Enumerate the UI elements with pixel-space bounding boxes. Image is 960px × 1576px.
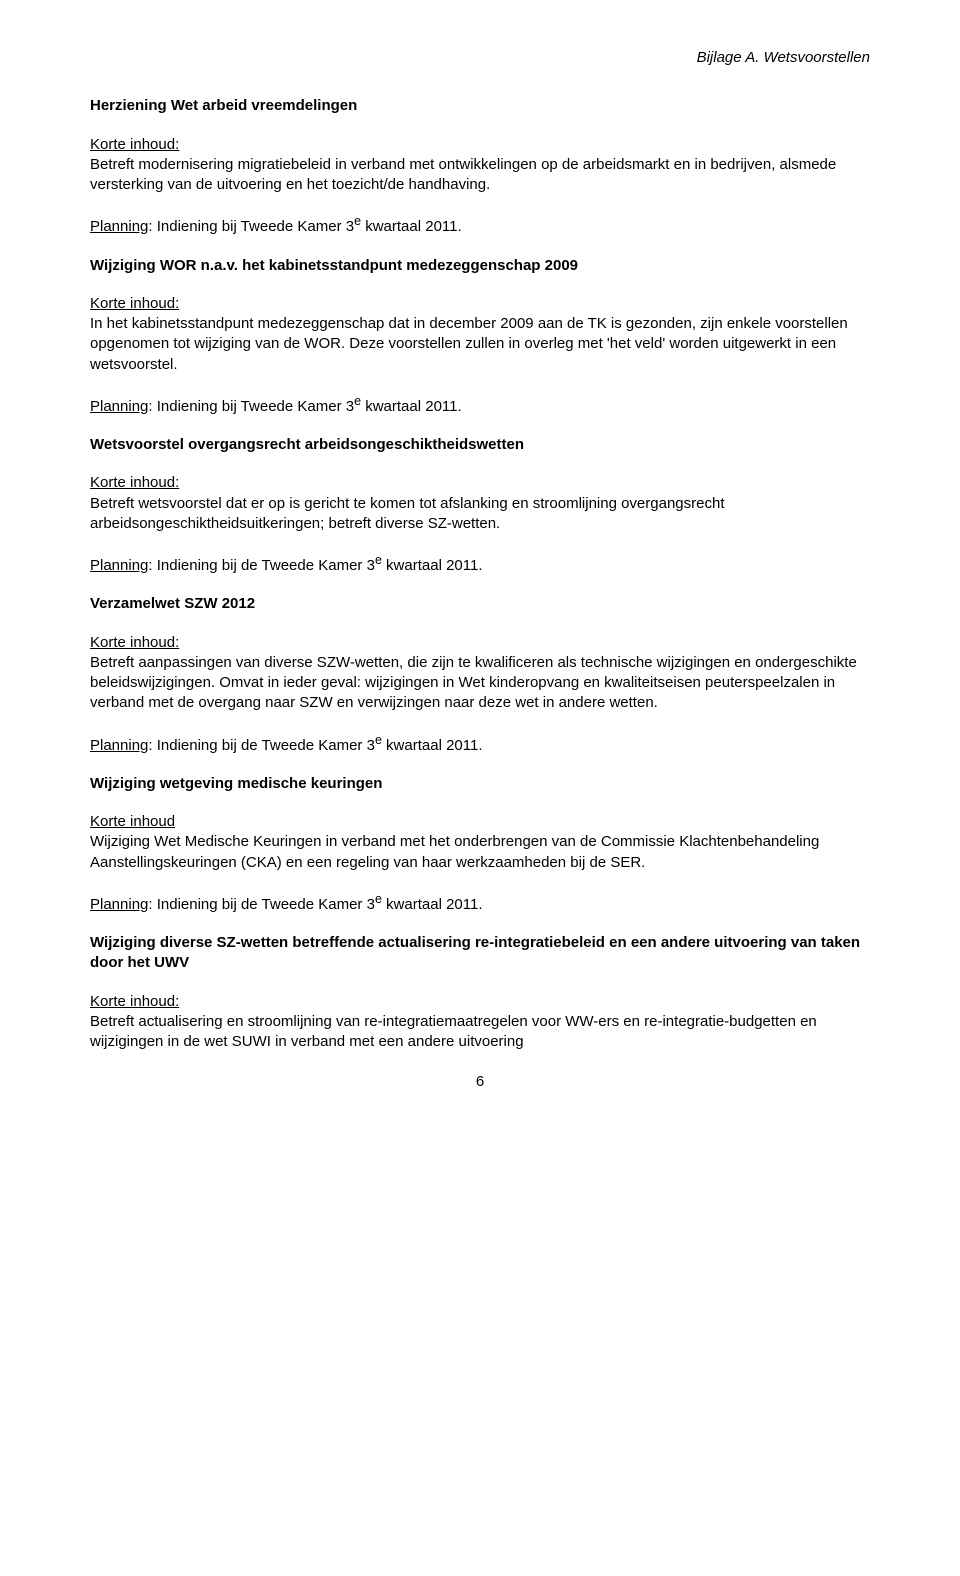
korte-inhoud-label: Korte inhoud:	[90, 993, 179, 1010]
section-title: Wijziging wetgeving medische keuringen	[90, 774, 870, 794]
korte-inhoud-label: Korte inhoud:	[90, 136, 179, 153]
planning-tail: kwartaal 2011.	[361, 218, 462, 235]
korte-inhoud-block: Korte inhoud: Betreft actualisering en s…	[90, 992, 870, 1053]
korte-inhoud-label: Korte inhoud:	[90, 295, 179, 312]
korte-inhoud-label: Korte inhoud:	[90, 634, 179, 651]
planning-line: Planning: Indiening bij de Tweede Kamer …	[90, 891, 870, 915]
planning-text: : Indiening bij de Tweede Kamer 3	[148, 557, 375, 574]
planning-label: Planning	[90, 398, 148, 415]
korte-inhoud-body: In het kabinetsstandpunt medezeggenschap…	[90, 315, 848, 373]
planning-label: Planning	[90, 896, 148, 913]
planning-sup: e	[375, 553, 382, 567]
korte-inhoud-label: Korte inhoud	[90, 813, 175, 830]
planning-label: Planning	[90, 557, 148, 574]
planning-tail: kwartaal 2011.	[382, 557, 483, 574]
planning-text: : Indiening bij de Tweede Kamer 3	[148, 896, 375, 913]
planning-line: Planning: Indiening bij de Tweede Kamer …	[90, 732, 870, 756]
korte-inhoud-body: Betreft actualisering en stroomlijning v…	[90, 1013, 817, 1050]
planning-line: Planning: Indiening bij de Tweede Kamer …	[90, 552, 870, 576]
section-title: Wetsvoorstel overgangsrecht arbeidsonges…	[90, 435, 870, 455]
section-title: Wijziging WOR n.a.v. het kabinetsstandpu…	[90, 256, 870, 276]
korte-inhoud-body: Wijziging Wet Medische Keuringen in verb…	[90, 833, 819, 870]
planning-sup: e	[375, 892, 382, 906]
korte-inhoud-block: Korte inhoud: Betreft wetsvoorstel dat e…	[90, 473, 870, 534]
korte-inhoud-block: Korte inhoud: Betreft aanpassingen van d…	[90, 633, 870, 714]
section-title: Herziening Wet arbeid vreemdelingen	[90, 96, 870, 116]
korte-inhoud-block: Korte inhoud: Betreft modernisering migr…	[90, 135, 870, 196]
korte-inhoud-label: Korte inhoud:	[90, 474, 179, 491]
planning-text: : Indiening bij de Tweede Kamer 3	[148, 737, 375, 754]
annex-header: Bijlage A. Wetsvoorstellen	[90, 48, 870, 68]
planning-label: Planning	[90, 737, 148, 754]
korte-inhoud-body: Betreft wetsvoorstel dat er op is gerich…	[90, 495, 725, 532]
korte-inhoud-body: Betreft modernisering migratiebeleid in …	[90, 156, 836, 193]
planning-sup: e	[354, 394, 361, 408]
korte-inhoud-block: Korte inhoud Wijziging Wet Medische Keur…	[90, 812, 870, 873]
planning-tail: kwartaal 2011.	[361, 398, 462, 415]
planning-label: Planning	[90, 218, 148, 235]
korte-inhoud-block: Korte inhoud: In het kabinetsstandpunt m…	[90, 294, 870, 375]
page-number: 6	[90, 1072, 870, 1092]
planning-line: Planning: Indiening bij Tweede Kamer 3e …	[90, 393, 870, 417]
section-title: Verzamelwet SZW 2012	[90, 594, 870, 614]
korte-inhoud-body: Betreft aanpassingen van diverse SZW-wet…	[90, 654, 857, 712]
planning-tail: kwartaal 2011.	[382, 896, 483, 913]
planning-sup: e	[375, 733, 382, 747]
planning-tail: kwartaal 2011.	[382, 737, 483, 754]
planning-sup: e	[354, 214, 361, 228]
planning-text: : Indiening bij Tweede Kamer 3	[148, 398, 354, 415]
section-title: Wijziging diverse SZ-wetten betreffende …	[90, 933, 870, 974]
planning-line: Planning: Indiening bij Tweede Kamer 3e …	[90, 213, 870, 237]
planning-text: : Indiening bij Tweede Kamer 3	[148, 218, 354, 235]
